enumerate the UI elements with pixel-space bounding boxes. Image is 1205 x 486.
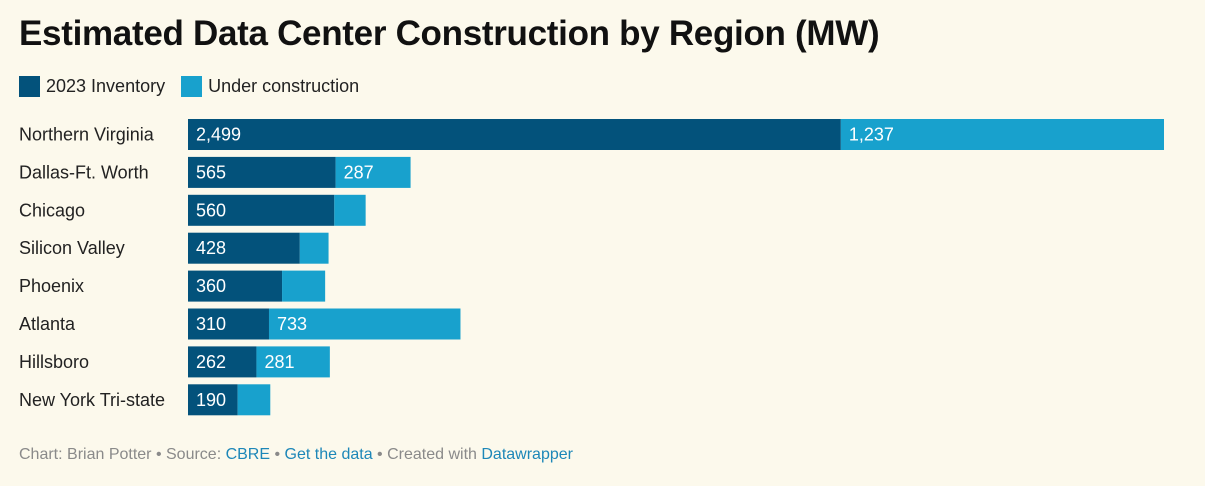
bar-under-construction xyxy=(237,384,271,416)
bar-under-construction xyxy=(335,156,411,188)
footer-created: • Created with xyxy=(372,446,482,463)
bar-inventory xyxy=(188,119,841,150)
legend-label-construction: Under construction xyxy=(208,76,360,96)
value-label-inventory: 190 xyxy=(196,390,226,410)
value-label-inventory: 2,499 xyxy=(196,125,241,145)
legend-label-inventory: 2023 Inventory xyxy=(46,76,166,96)
bar-inventory xyxy=(188,308,269,340)
category-label: New York Tri-state xyxy=(19,390,165,410)
bar-inventory xyxy=(188,232,300,264)
bar-inventory xyxy=(188,384,238,416)
value-label-under-construction: 281 xyxy=(264,352,294,372)
bar-under-construction xyxy=(256,346,330,378)
value-label-under-construction: 287 xyxy=(344,162,374,182)
category-label: Northern Virginia xyxy=(19,125,155,145)
bar-under-construction xyxy=(268,308,461,340)
bar-chart: Northern Virginia 2,499 1,237 Dallas-Ft. Wo… xyxy=(19,119,1164,416)
bar-inventory xyxy=(188,270,283,302)
bar-under-construction xyxy=(282,270,326,302)
source-link[interactable]: CBRE xyxy=(225,446,271,463)
legend-swatch-inventory xyxy=(19,76,40,97)
bar-inventory xyxy=(188,194,335,226)
value-label-under-construction: 733 xyxy=(277,314,307,334)
value-label-inventory: 560 xyxy=(196,200,226,220)
value-label-inventory: 565 xyxy=(196,162,226,182)
legend-item-construction: Under construction xyxy=(181,76,359,97)
bar-inventory xyxy=(188,346,257,378)
category-label: Hillsboro xyxy=(19,352,89,372)
value-label-inventory: 262 xyxy=(196,352,226,372)
value-label-under-construction: 1,237 xyxy=(849,125,894,145)
category-label: Chicago xyxy=(19,200,85,220)
bar-under-construction xyxy=(299,232,329,264)
legend: 2023 Inventory Under construction xyxy=(19,76,375,97)
footer-credit: Chart: Brian Potter • Source: xyxy=(19,446,226,463)
value-label-inventory: 428 xyxy=(196,238,226,258)
chart-title: Estimated Data Center Construction by Re… xyxy=(19,14,880,53)
category-label: Atlanta xyxy=(19,314,76,334)
get-the-data-link[interactable]: Get the data xyxy=(284,446,373,463)
datawrapper-link[interactable]: Datawrapper xyxy=(481,446,573,463)
bar-inventory xyxy=(188,156,336,188)
footer-separator: • xyxy=(270,446,285,463)
legend-item-inventory: 2023 Inventory xyxy=(19,76,165,97)
value-label-inventory: 310 xyxy=(196,314,226,334)
chart-footer: Chart: Brian Potter • Source: CBRE • Get… xyxy=(19,446,573,464)
category-label: Silicon Valley xyxy=(19,238,125,258)
category-label: Dallas-Ft. Worth xyxy=(19,162,149,182)
legend-swatch-construction xyxy=(181,76,203,97)
bar-under-construction xyxy=(334,194,366,226)
bar-under-construction xyxy=(840,119,1164,150)
category-label: Phoenix xyxy=(19,276,84,296)
value-label-inventory: 360 xyxy=(196,276,226,296)
